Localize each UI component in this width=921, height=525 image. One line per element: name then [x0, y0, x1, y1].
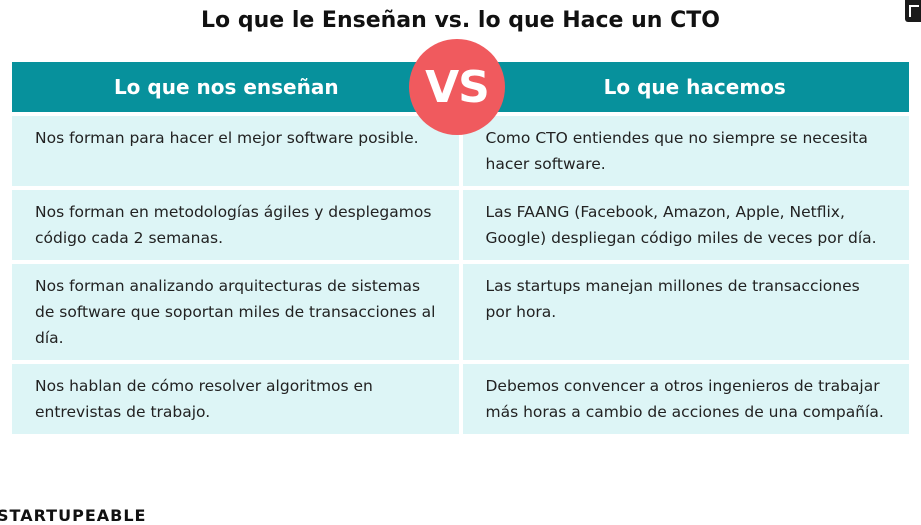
- footer-brand: STARTUPEABLE: [0, 506, 147, 525]
- table-row: Nos forman para hacer el mejor software …: [12, 116, 909, 186]
- page-title: Lo que le Enseñan vs. lo que Hace un CTO: [201, 8, 720, 33]
- table-row: Nos hablan de cómo resolver algoritmos e…: [12, 364, 909, 434]
- cell-done: Las FAANG (Facebook, Amazon, Apple, Netf…: [462, 190, 909, 260]
- table-row: Nos forman en metodologías ágiles y desp…: [12, 190, 909, 260]
- cell-done: Debemos convencer a otros ingenieros de …: [462, 364, 909, 434]
- cell-taught: Nos forman analizando arquitecturas de s…: [12, 264, 459, 360]
- cell-taught: Nos forman para hacer el mejor software …: [12, 116, 459, 186]
- column-header-done: Lo que hacemos: [603, 75, 786, 99]
- table-row: Nos forman analizando arquitecturas de s…: [12, 264, 909, 360]
- cell-taught: Nos forman en metodologías ágiles y desp…: [12, 190, 459, 260]
- cell-done: Como CTO entiendes que no siempre se nec…: [462, 116, 909, 186]
- column-header-taught: Lo que nos enseñan: [113, 75, 339, 99]
- brand-logo-icon: [905, 0, 921, 22]
- cell-taught: Nos hablan de cómo resolver algoritmos e…: [12, 364, 459, 434]
- vs-badge: VS: [409, 39, 505, 135]
- cell-done: Las startups manejan millones de transac…: [462, 264, 909, 360]
- comparison-table: Lo que nos enseñan Lo que hacemos Nos fo…: [12, 62, 909, 434]
